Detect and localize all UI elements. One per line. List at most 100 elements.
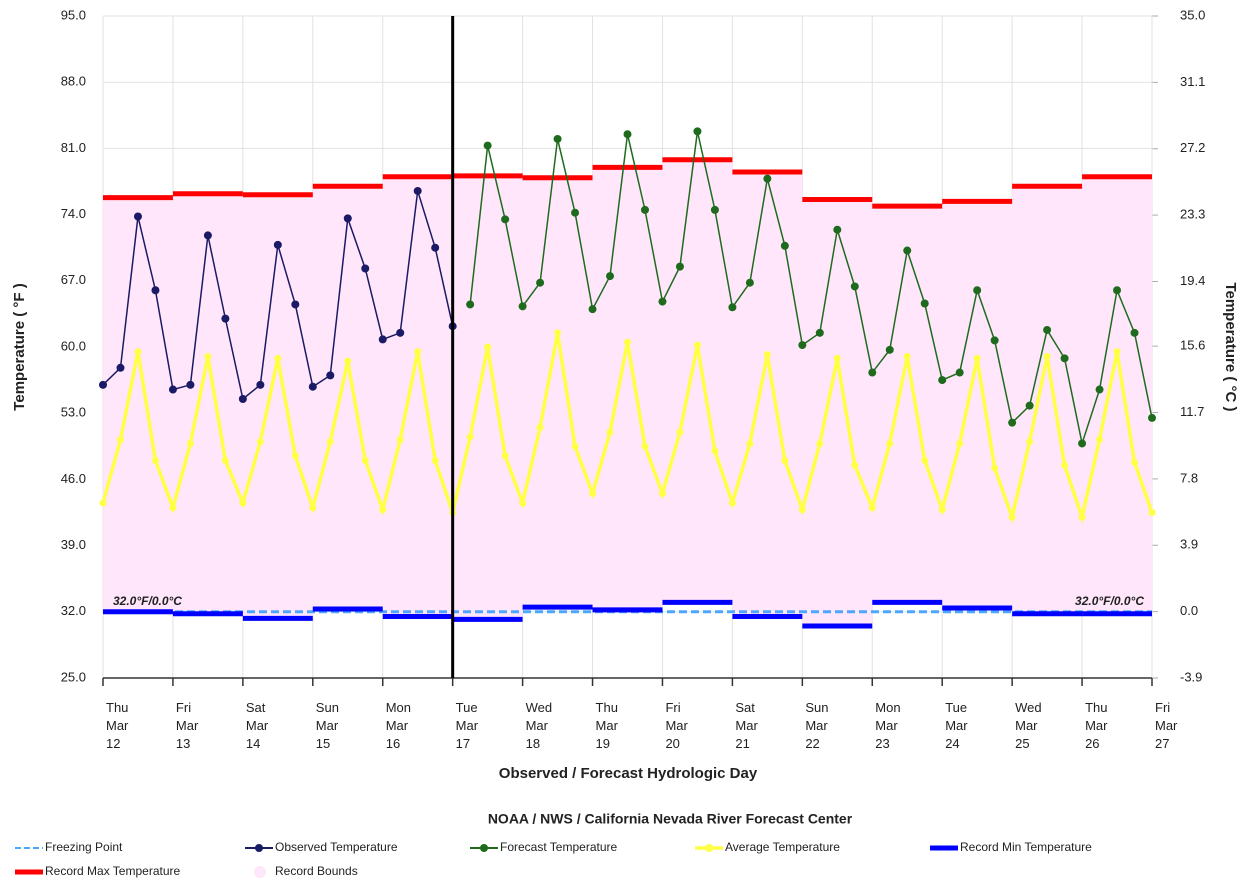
data-point <box>431 243 440 252</box>
data-point <box>833 225 842 234</box>
x-axis-label: Observed / Forecast Hydrologic Day <box>499 765 758 782</box>
legend-item: Forecast Temperature <box>470 840 617 854</box>
legend-item: Average Temperature <box>695 840 840 854</box>
record-band <box>662 159 733 603</box>
data-point <box>903 352 911 360</box>
data-point <box>203 231 212 240</box>
legend-symbol <box>255 844 263 852</box>
record-band <box>802 199 873 626</box>
data-point <box>641 442 649 450</box>
data-point <box>274 354 282 362</box>
data-point <box>1008 418 1017 427</box>
record-band <box>312 186 383 609</box>
x-tick-label: Sun Mar 22 <box>805 700 828 751</box>
legend-item: Record Bounds <box>254 864 358 878</box>
data-point <box>1008 513 1016 521</box>
data-point <box>676 428 684 436</box>
data-point <box>186 439 194 447</box>
data-point <box>361 264 370 273</box>
data-point <box>990 336 999 345</box>
data-point <box>640 205 649 214</box>
y2-tick-label: 19.4 <box>1180 273 1205 288</box>
x-tick-label: Mon Mar 23 <box>875 700 900 751</box>
data-point <box>886 439 894 447</box>
data-point <box>326 371 335 380</box>
legend-label: Average Temperature <box>725 840 840 854</box>
data-point <box>379 506 387 514</box>
y2-tick-label: 15.6 <box>1180 338 1205 353</box>
data-point <box>186 380 195 389</box>
data-point <box>571 442 579 450</box>
x-tick-label: Thu Mar 12 <box>106 700 129 751</box>
data-point <box>833 354 841 362</box>
annotation: 32.0°F/0.0°C <box>113 594 182 608</box>
data-point <box>973 354 981 362</box>
data-point <box>955 368 964 377</box>
y-tick-label: 25.0 <box>61 669 86 684</box>
data-point <box>938 506 946 514</box>
record-band <box>872 206 943 603</box>
y2-axis-label: Temperature ( °C ) <box>1222 282 1239 411</box>
series-line <box>469 131 1153 447</box>
record-band <box>382 176 453 617</box>
data-point <box>291 300 300 309</box>
data-point <box>1148 413 1156 422</box>
data-point <box>746 439 754 447</box>
data-point <box>133 212 142 221</box>
data-point <box>991 464 999 472</box>
data-point <box>920 299 929 308</box>
data-point <box>291 452 299 460</box>
data-point <box>116 436 124 444</box>
data-point <box>1026 438 1034 446</box>
record-band <box>103 197 173 612</box>
record-band <box>452 175 523 620</box>
x-tick-label: Fri Mar 27 <box>1155 700 1178 751</box>
y2-tick-label: -3.9 <box>1180 669 1202 684</box>
data-point <box>554 329 562 337</box>
y-tick-label: 81.0 <box>61 140 86 155</box>
y2-tick-label: 11.7 <box>1180 404 1204 419</box>
data-point <box>151 456 159 464</box>
y2-tick-label: 35.0 <box>1180 7 1205 22</box>
record-band <box>592 167 663 610</box>
y-axis-label: Temperature ( °F ) <box>11 283 28 410</box>
data-point <box>1148 509 1156 516</box>
data-point <box>431 456 439 464</box>
y-tick-label: 88.0 <box>61 74 86 89</box>
data-point <box>624 338 631 346</box>
data-point <box>903 246 912 255</box>
data-point <box>763 351 771 359</box>
data-point <box>483 141 492 150</box>
data-point <box>1131 458 1139 466</box>
record-band <box>732 172 803 617</box>
data-point <box>675 262 684 271</box>
x-tick-label: Thu Mar 19 <box>596 700 619 751</box>
data-point <box>623 130 632 139</box>
data-point <box>1043 325 1052 334</box>
data-point <box>256 438 264 446</box>
data-point <box>1113 348 1121 356</box>
legend-symbol <box>254 866 266 878</box>
x-tick-label: Fri Mar 20 <box>665 700 688 751</box>
record-band <box>1012 186 1083 614</box>
legend-symbol <box>705 844 713 852</box>
data-point <box>728 303 737 312</box>
data-point <box>134 348 142 356</box>
data-point <box>745 278 754 287</box>
y-tick-label: 39.0 <box>61 537 86 552</box>
record-band <box>522 177 593 608</box>
x-tick-label: Sat Mar 14 <box>246 700 269 751</box>
data-point <box>606 428 614 436</box>
data-point <box>1060 354 1069 363</box>
data-point <box>1078 439 1087 448</box>
legend-item: Observed Temperature <box>245 840 398 854</box>
data-point <box>868 504 876 512</box>
data-point <box>1078 513 1086 521</box>
data-point <box>798 506 806 514</box>
y2-tick-label: 27.2 <box>1180 140 1205 155</box>
x-tick-label: Sun Mar 15 <box>316 700 339 751</box>
data-point <box>693 127 702 136</box>
data-point <box>256 380 265 389</box>
data-point <box>413 186 422 195</box>
data-point <box>589 490 597 498</box>
